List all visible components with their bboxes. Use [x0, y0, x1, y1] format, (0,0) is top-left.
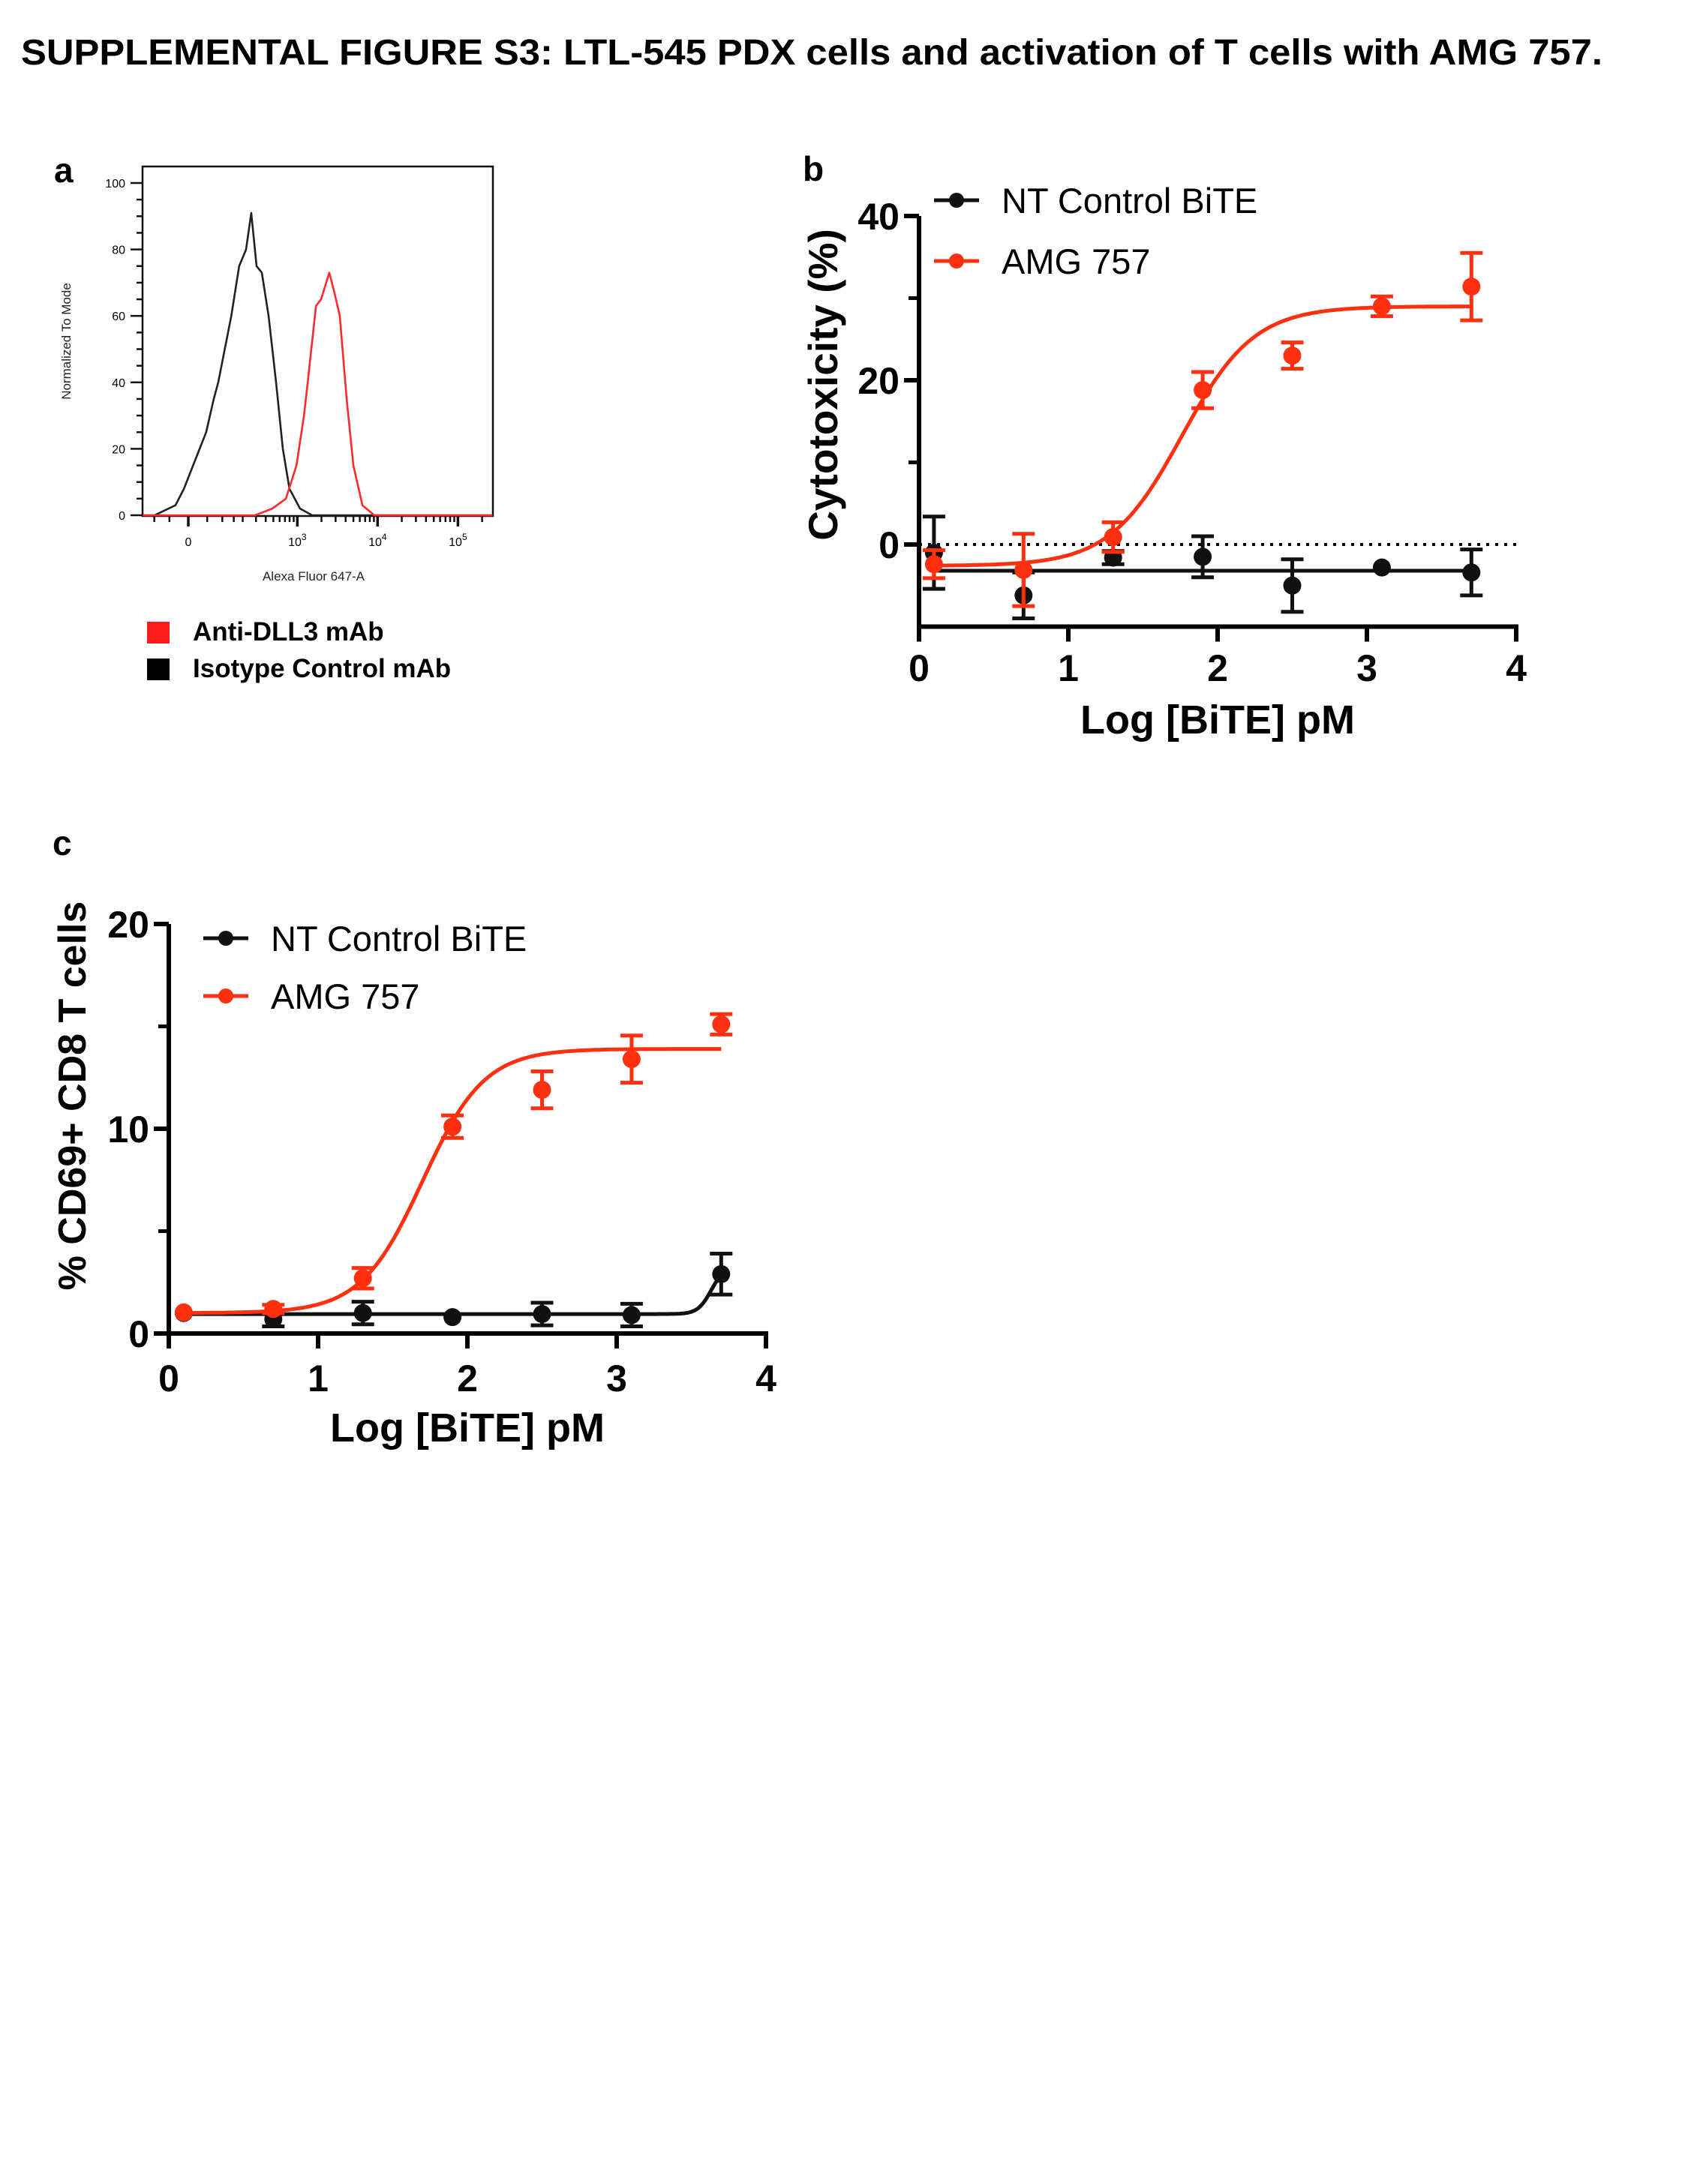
panel-label-b: b [803, 149, 824, 188]
y-tick-label: 60 [112, 310, 125, 323]
x-tick-base: 10 [449, 536, 462, 549]
x-axis-title: Log [BiTE] pM [330, 1406, 605, 1450]
plot-frame [141, 165, 494, 518]
panel-label-c: c [53, 824, 72, 862]
x-axis-title: Log [BiTE] pM [1080, 698, 1355, 742]
legend-marker-amg757 [218, 988, 233, 1004]
legend-marker-nt-control [218, 931, 233, 946]
y-axis-title: % CD69+ CD8 T cells [51, 902, 95, 1291]
data-point-amg757 [533, 1081, 551, 1100]
y-tick-label: 20 [858, 360, 900, 402]
y-tick-label: 100 [105, 178, 125, 190]
x-tick-label: 103 [288, 532, 307, 549]
data-point-amg757 [1372, 297, 1391, 316]
data-point-amg757 [1283, 346, 1302, 365]
histogram-curve-anti-dll3 [143, 272, 493, 517]
figure-title: SUPPLEMENTAL FIGURE S3: LTL-545 PDX cell… [21, 33, 1602, 73]
data-point-amg757 [1104, 528, 1122, 547]
x-tick-base: 10 [368, 536, 382, 549]
data-point-amg757 [924, 555, 943, 574]
y-tick-label: 40 [858, 196, 900, 238]
y-tick-label: 0 [879, 524, 900, 566]
data-point-nt-control [533, 1305, 551, 1324]
y-tick-label: 80 [112, 244, 125, 257]
data-point-amg757 [1194, 381, 1212, 400]
legend-label-nt-control: NT Control BiTE [1002, 181, 1257, 220]
data-point-amg757 [622, 1050, 641, 1069]
legend-swatch [147, 622, 170, 644]
y-tick-label: 10 [107, 1108, 149, 1150]
x-tick-label: 4 [1506, 647, 1527, 689]
panel-b-cytotoxicity-chart: 0 20 40 0 1 2 3 4 Log [BiTE] pM Cytotoxicity (%) N… [800, 181, 1527, 742]
fit-curve-amg757 [933, 304, 1472, 568]
x-tick-label: 3 [1356, 647, 1377, 689]
x-tick-label: 2 [1207, 647, 1228, 689]
x-tick-label: 104 [368, 532, 387, 549]
y-tick-label: 20 [112, 443, 125, 456]
legend-label-amg757: AMG 757 [1002, 242, 1151, 281]
fit-curve-amg757 [183, 1047, 722, 1315]
legend-swatch [147, 658, 170, 680]
x-tick-label: 3 [606, 1358, 627, 1400]
x-tick-label: 105 [449, 532, 467, 549]
x-tick-label: 1 [1058, 647, 1079, 689]
data-point-nt-control [1462, 563, 1481, 582]
x-tick-base: 0 [185, 536, 192, 549]
data-point-amg757 [174, 1303, 193, 1322]
legend-label-amg757: AMG 757 [271, 976, 420, 1016]
x-tick-exponent: 4 [382, 532, 387, 542]
data-point-nt-control [1194, 548, 1212, 566]
x-tick-label: 0 [185, 536, 192, 549]
x-tick-exponent: 5 [462, 532, 467, 542]
data-point-nt-control [353, 1304, 372, 1322]
data-point-nt-control [1283, 576, 1302, 595]
y-axis-title: Cytotoxicity (%) [800, 229, 846, 541]
x-tick-label: 2 [457, 1358, 478, 1400]
x-tick-label: 4 [755, 1358, 776, 1400]
y-tick-label: 0 [119, 510, 125, 523]
legend-label-nt-control: NT Control BiTE [271, 919, 527, 958]
y-tick-label: 40 [112, 377, 125, 390]
y-tick-label: 0 [128, 1313, 149, 1355]
panel-c-cd69-chart: 0 10 20 0 1 2 3 4 Log [BiTE] pM % CD69+ CD8 T cel… [51, 902, 776, 1450]
data-point-nt-control [1372, 558, 1391, 577]
data-point-amg757 [712, 1015, 731, 1034]
histogram-curve-isotype [143, 212, 493, 517]
legend-marker-nt-control [949, 193, 964, 208]
data-point-nt-control [443, 1308, 462, 1327]
y-tick-label: 20 [107, 904, 149, 946]
x-tick-label: 0 [909, 647, 930, 689]
data-point-amg757 [443, 1118, 462, 1136]
x-axis-title: Alexa Fluor 647-A [263, 569, 365, 584]
x-tick-label: 0 [158, 1358, 179, 1400]
data-point-amg757 [1014, 560, 1033, 579]
x-tick-label: 1 [308, 1358, 329, 1400]
data-point-nt-control [712, 1264, 731, 1283]
legend-marker-amg757 [949, 254, 964, 268]
y-axis-title: Normalized To Mode [59, 283, 74, 400]
panel-label-a: a [54, 151, 74, 190]
x-tick-exponent: 3 [302, 532, 307, 542]
data-point-amg757 [353, 1269, 372, 1288]
x-tick-base: 10 [288, 536, 302, 549]
data-point-nt-control [622, 1306, 641, 1324]
legend-label: Anti-DLL3 mAb [193, 617, 384, 646]
legend-label: Isotype Control mAb [193, 654, 451, 683]
data-point-amg757 [264, 1300, 283, 1318]
data-point-amg757 [1462, 278, 1481, 296]
